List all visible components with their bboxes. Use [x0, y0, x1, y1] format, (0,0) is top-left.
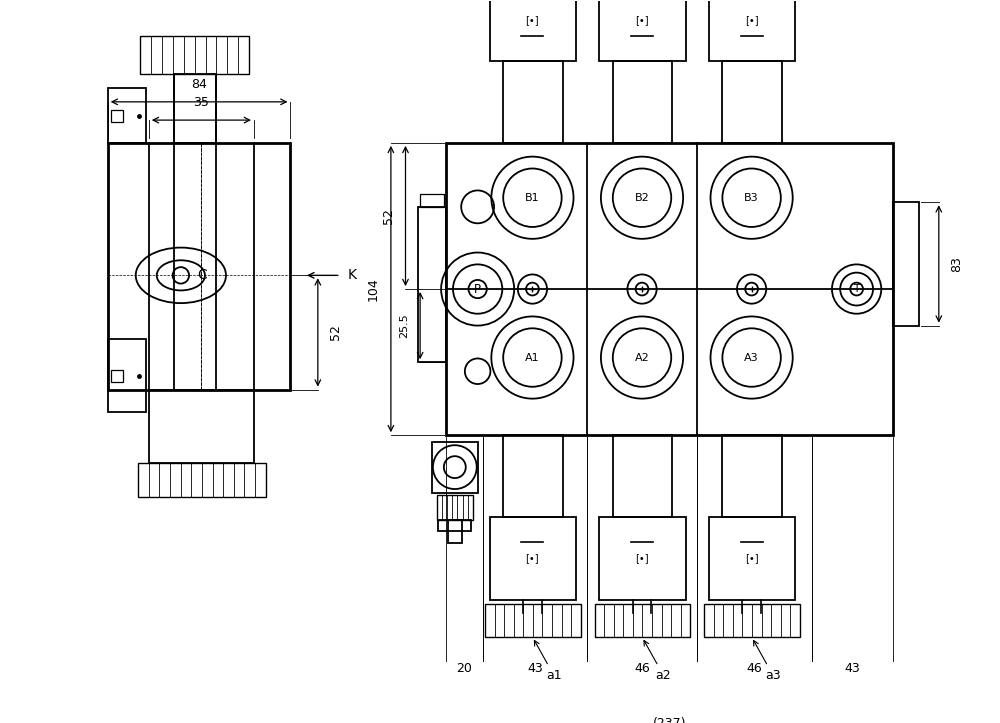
- Bar: [108, 143, 290, 390]
- Text: [•]: [•]: [635, 14, 649, 25]
- Bar: [722, 435, 782, 518]
- Text: A2: A2: [635, 353, 649, 362]
- Text: [•]: [•]: [635, 553, 649, 563]
- Text: [•]: [•]: [745, 14, 758, 25]
- Text: [•]: [•]: [745, 553, 758, 563]
- Bar: [704, 604, 800, 637]
- Text: 104: 104: [367, 277, 380, 301]
- Bar: [111, 110, 123, 122]
- Bar: [108, 339, 146, 412]
- Bar: [709, 0, 795, 61]
- Bar: [149, 390, 254, 463]
- Bar: [599, 0, 686, 61]
- Bar: [485, 604, 581, 637]
- Bar: [138, 463, 266, 497]
- Bar: [432, 442, 478, 492]
- Text: 52: 52: [382, 208, 395, 224]
- Text: 25.5: 25.5: [399, 313, 409, 338]
- Bar: [174, 74, 216, 143]
- Text: A1: A1: [525, 353, 540, 362]
- Bar: [446, 143, 893, 435]
- Text: a2: a2: [644, 641, 671, 682]
- Text: 20: 20: [456, 662, 472, 675]
- Text: b2: b2: [0, 722, 1, 723]
- Bar: [613, 61, 672, 143]
- Text: 46: 46: [634, 662, 650, 675]
- Bar: [709, 518, 795, 599]
- Text: C: C: [197, 268, 207, 283]
- Text: B1: B1: [525, 193, 540, 202]
- Text: b3: b3: [0, 722, 1, 723]
- Text: K: K: [348, 268, 357, 283]
- Bar: [595, 604, 690, 637]
- Text: (237): (237): [653, 717, 686, 723]
- Text: 52: 52: [329, 325, 342, 341]
- Bar: [503, 435, 563, 518]
- Bar: [438, 520, 471, 531]
- Text: b1: b1: [0, 722, 1, 723]
- Bar: [140, 36, 249, 74]
- Text: T: T: [853, 284, 860, 294]
- Text: a3: a3: [754, 641, 781, 682]
- Text: [•]: [•]: [526, 14, 539, 25]
- Text: A3: A3: [744, 353, 759, 362]
- Bar: [448, 520, 462, 543]
- Text: 43: 43: [527, 662, 543, 675]
- Text: P: P: [474, 283, 481, 296]
- Bar: [437, 495, 473, 520]
- Text: 43: 43: [845, 662, 860, 675]
- Text: 46: 46: [746, 662, 762, 675]
- Bar: [108, 88, 146, 143]
- Bar: [420, 194, 444, 207]
- Text: a1: a1: [534, 641, 562, 682]
- Bar: [722, 61, 782, 143]
- Text: 84: 84: [191, 78, 207, 91]
- Bar: [418, 207, 446, 362]
- Text: B3: B3: [744, 193, 759, 202]
- Bar: [490, 518, 576, 599]
- Text: 83: 83: [950, 256, 963, 272]
- Text: B2: B2: [635, 193, 649, 202]
- Text: [•]: [•]: [526, 553, 539, 563]
- Bar: [893, 202, 919, 325]
- Bar: [599, 518, 686, 599]
- Bar: [111, 370, 123, 382]
- Bar: [503, 61, 563, 143]
- Bar: [613, 435, 672, 518]
- Text: 35: 35: [193, 96, 209, 109]
- Bar: [490, 0, 576, 61]
